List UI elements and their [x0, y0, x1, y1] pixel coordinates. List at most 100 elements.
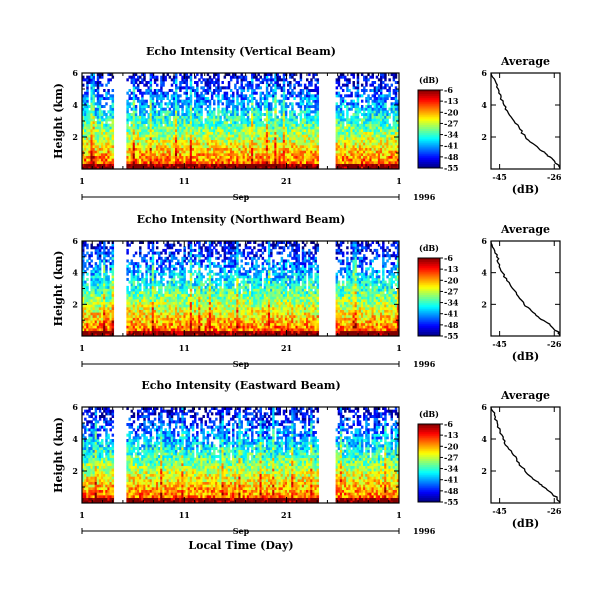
heatmap-cell: [219, 137, 222, 141]
heatmap-cell: [103, 241, 106, 244]
heatmap-cell: [314, 94, 317, 98]
heatmap-cell: [225, 118, 229, 122]
heatmap-cell: [191, 155, 195, 159]
heatmap-cell: [101, 325, 104, 329]
heatmap-cell: [151, 325, 155, 329]
heatmap-cell: [253, 131, 256, 135]
heatmap-cell: [158, 131, 161, 135]
heatmap-cell: [386, 89, 389, 93]
heatmap-cell: [350, 150, 353, 154]
heatmap-cell: [149, 256, 153, 260]
heatmap-cell: [350, 129, 353, 133]
heatmap-cell: [149, 301, 153, 305]
heatmap-cell: [96, 285, 100, 289]
heatmap-cell: [101, 158, 104, 162]
heatmap-cell: [270, 121, 273, 125]
heatmap-cell: [185, 161, 189, 165]
heatmap-cell: [379, 91, 383, 95]
heatmap-cell: [189, 163, 193, 167]
heatmap-cell: [244, 110, 248, 114]
heatmap-cell: [170, 94, 174, 98]
heatmap-cell: [229, 118, 233, 122]
heatmap-cell: [382, 150, 385, 154]
heatmap-cell: [149, 150, 153, 154]
heatmap-cell: [101, 299, 104, 303]
heatmap-cell: [286, 123, 290, 127]
heatmap-cell: [151, 317, 155, 321]
heatmap-cell: [151, 155, 155, 159]
heatmap-cell: [274, 105, 277, 109]
heatmap-cell: [367, 139, 370, 143]
heatmap-cell: [177, 105, 180, 109]
heatmap-cell: [390, 155, 394, 159]
heatmap-cell: [282, 81, 286, 85]
heatmap-cell: [263, 166, 267, 170]
heatmap-cell: [284, 97, 288, 101]
heatmap-cell: [139, 241, 142, 244]
heatmap-cell: [358, 94, 362, 98]
heatmap-cell: [314, 115, 317, 119]
heatmap-cell: [257, 105, 260, 109]
heatmap-cell: [379, 73, 383, 77]
heatmap-cell: [204, 91, 208, 95]
heatmap-cell: [348, 134, 351, 138]
heatmap-cell: [162, 75, 165, 79]
heatmap-cell: [282, 110, 286, 114]
heatmap-cell: [126, 102, 129, 106]
heatmap-cell: [96, 248, 100, 252]
heatmap-cell: [289, 115, 292, 119]
heatmap-cell: [251, 78, 254, 82]
heatmap-cell: [379, 118, 383, 122]
heatmap-cell: [200, 139, 203, 143]
heatmap-cell: [96, 155, 100, 159]
heatmap-cell: [295, 102, 298, 106]
heatmap-cell: [278, 145, 281, 149]
heatmap-cell: [139, 81, 142, 85]
heatmap-cell: [90, 81, 93, 85]
heatmap-cell: [98, 254, 102, 258]
heatmap-cell: [134, 275, 138, 279]
heatmap-cell: [151, 91, 155, 95]
heatmap-cell: [90, 166, 93, 170]
heatmap-cell: [200, 110, 203, 114]
heatmap-cell: [284, 155, 288, 159]
heatmap-cell: [98, 272, 102, 276]
heatmap-cell: [284, 94, 288, 98]
heatmap-cell: [130, 275, 134, 279]
heatmap-cell: [86, 147, 89, 151]
heatmap-cell: [172, 161, 176, 165]
heatmap-cell: [98, 246, 102, 250]
heatmap-cell: [101, 126, 104, 130]
heatmap-cell: [344, 153, 347, 157]
heatmap-cell: [191, 163, 195, 167]
heatmap-cell: [189, 78, 193, 82]
heatmap-cell: [244, 139, 248, 143]
heatmap-cell: [111, 264, 115, 268]
heatmap-cell: [111, 155, 115, 159]
colorbar-swatch: [418, 111, 440, 114]
heatmap-cell: [263, 137, 267, 141]
heatmap-cell: [92, 113, 96, 117]
heatmap-cell: [143, 158, 146, 162]
heatmap-cell: [348, 150, 351, 154]
heatmap-cell: [363, 155, 366, 159]
heatmap-cell: [189, 139, 193, 143]
heatmap-cell: [86, 163, 89, 167]
heatmap-cell: [136, 83, 140, 87]
heatmap-cell: [196, 107, 199, 111]
heatmap-cell: [354, 102, 358, 106]
heatmap-cell: [126, 333, 129, 337]
heatmap-cell: [98, 293, 102, 297]
heatmap-cell: [248, 126, 252, 130]
heatmap-cell: [145, 89, 148, 93]
heatmap-cell: [94, 312, 98, 316]
heatmap-cell: [196, 155, 199, 159]
heatmap-cell: [107, 306, 110, 310]
heatmap-cell: [82, 153, 85, 157]
heatmap-cell: [179, 123, 182, 127]
heatmap-cell: [187, 99, 191, 103]
heatmap-cell: [306, 126, 309, 130]
heatmap-cell: [88, 78, 91, 82]
heatmap-cell: [227, 153, 231, 157]
heatmap-cell: [339, 121, 343, 125]
